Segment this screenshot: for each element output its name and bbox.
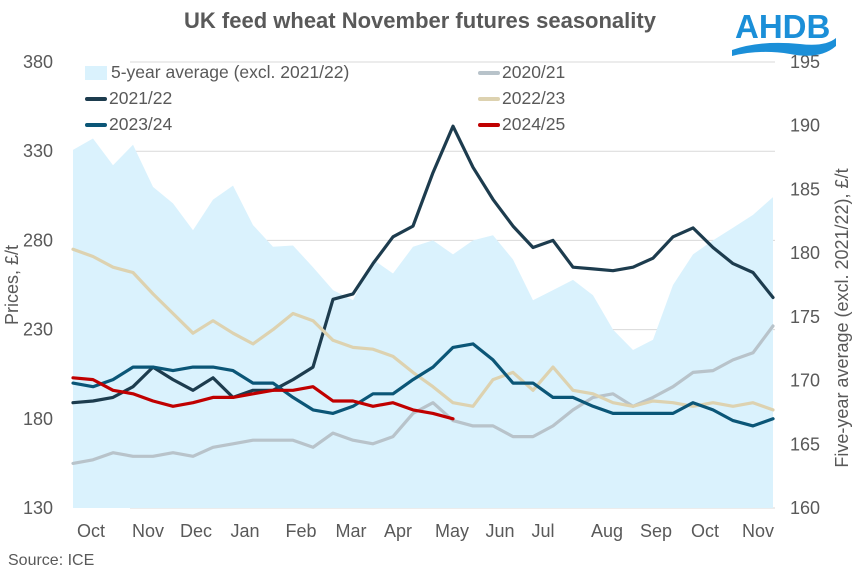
legend-item-2021-22: 2021/22 bbox=[85, 88, 172, 109]
y2-tick-label: 175 bbox=[790, 307, 820, 327]
x-axis: Oct Nov Dec Jan Feb Mar Apr May Jun Jul Aug Sep Oct N… bbox=[77, 521, 774, 541]
x-tick-label: Jun bbox=[485, 521, 514, 541]
line-series bbox=[71, 124, 775, 465]
legend-item-2020-21: 2020/21 bbox=[478, 62, 565, 83]
x-tick-label: Nov bbox=[742, 521, 774, 541]
series-line-2024-25 bbox=[71, 376, 455, 421]
legend-swatch bbox=[478, 122, 500, 127]
legend-swatch bbox=[478, 70, 500, 75]
x-tick-label: Oct bbox=[691, 521, 719, 541]
legend-label: 2023/24 bbox=[109, 114, 173, 134]
y-tick-label: 130 bbox=[23, 498, 53, 518]
x-tick-label: Sep bbox=[640, 521, 672, 541]
y2-tick-label: 160 bbox=[790, 498, 820, 518]
y-tick-label: 330 bbox=[23, 141, 53, 161]
legend-swatch bbox=[85, 122, 107, 127]
y-tick-label: 380 bbox=[23, 52, 53, 72]
x-tick-label: Oct bbox=[77, 521, 105, 541]
series-line-2021-22 bbox=[71, 124, 775, 405]
legend-swatch bbox=[85, 96, 107, 101]
legend-swatch bbox=[478, 96, 500, 101]
x-tick-label: Dec bbox=[180, 521, 212, 541]
area-5yr-average bbox=[73, 138, 773, 508]
legend-item-5yr-average: 5-year average (excl. 2021/22) bbox=[85, 62, 349, 83]
y2-tick-label: 185 bbox=[790, 179, 820, 199]
x-tick-label: Apr bbox=[384, 521, 412, 541]
x-tick-label: May bbox=[435, 521, 469, 541]
y2-tick-label: 195 bbox=[790, 52, 820, 72]
x-tick-label: Feb bbox=[285, 521, 316, 541]
x-tick-label: Mar bbox=[336, 521, 367, 541]
legend-item-2022-23: 2022/23 bbox=[478, 88, 565, 109]
area-series bbox=[73, 138, 773, 508]
y-axis-label: Prices, £/t bbox=[2, 245, 22, 325]
y-tick-label: 280 bbox=[23, 230, 53, 250]
y2-tick-label: 170 bbox=[790, 371, 820, 391]
y-axis-right: 160 165 170 175 180 185 190 195 bbox=[790, 52, 820, 518]
chart-title: UK feed wheat November futures seasonali… bbox=[184, 8, 656, 33]
logo-text: AHDB bbox=[735, 8, 830, 45]
legend-label: 2022/23 bbox=[502, 88, 566, 108]
legend-label: 5-year average (excl. 2021/22) bbox=[111, 62, 350, 82]
series-line-2022-23 bbox=[71, 247, 775, 412]
x-tick-label: Aug bbox=[591, 521, 623, 541]
x-tick-label: Jan bbox=[230, 521, 259, 541]
y2-tick-label: 190 bbox=[790, 116, 820, 136]
y2-tick-label: 165 bbox=[790, 434, 820, 454]
x-tick-label: Jul bbox=[531, 521, 554, 541]
legend-item-2023-24: 2023/24 bbox=[85, 114, 172, 135]
y-tick-label: 180 bbox=[23, 409, 53, 429]
legend-swatch bbox=[85, 65, 107, 80]
series-line-2023-24 bbox=[71, 342, 775, 428]
legend-label: 2020/21 bbox=[502, 62, 566, 82]
y-tick-label: 230 bbox=[23, 320, 53, 340]
y2-tick-label: 180 bbox=[790, 243, 820, 263]
series-line-2020-21 bbox=[71, 324, 775, 465]
y2-axis-label: Five-year average (excl. 2021/22), £/t bbox=[832, 168, 852, 467]
x-tick-label: Nov bbox=[132, 521, 164, 541]
y-axis-left: 130 180 230 280 330 380 bbox=[23, 52, 53, 518]
legend-item-2024-25: 2024/25 bbox=[478, 114, 565, 135]
source-note: Source: ICE bbox=[8, 552, 95, 569]
ahdb-logo: AHDB bbox=[732, 8, 836, 56]
legend-label: 2024/25 bbox=[502, 114, 566, 134]
legend-label: 2021/22 bbox=[109, 88, 173, 108]
